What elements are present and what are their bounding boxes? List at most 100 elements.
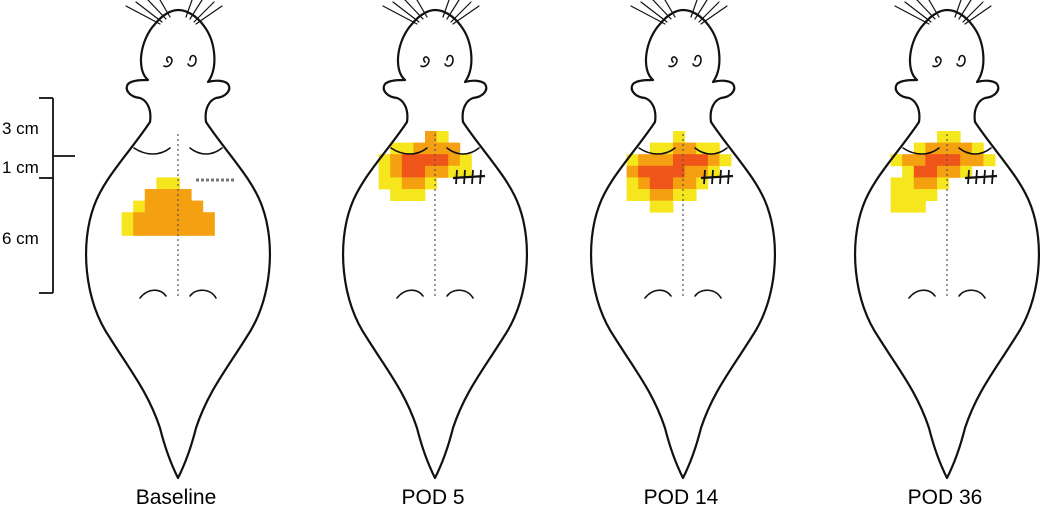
rat-body-outline — [590, 8, 776, 480]
rat-forelimb-right — [189, 147, 223, 155]
heatmap-cell — [673, 131, 685, 143]
heatmap-cell — [168, 189, 180, 201]
rat-whisker — [664, 0, 676, 18]
rat-whisker — [452, 5, 480, 25]
rat-whisker — [640, 1, 668, 23]
rat-whisker — [958, 0, 972, 20]
heatmap-cell — [626, 154, 639, 167]
panel-pod-36: POD 36 — [854, 0, 1040, 509]
heatmap-cell — [937, 165, 949, 178]
heatmap-cell — [925, 154, 938, 167]
heatmap-cell — [638, 165, 651, 178]
heatmap-cell — [144, 200, 157, 213]
rat-eye-right — [444, 54, 454, 67]
heatmap-cell — [378, 177, 391, 190]
rat-eye-right — [956, 54, 966, 67]
heatmap-grid — [121, 177, 215, 236]
heatmap-cell — [913, 177, 926, 190]
incision-suture — [964, 169, 998, 185]
rat-whisker — [392, 1, 420, 23]
rat-whisker — [894, 5, 930, 25]
rat-eye-right — [187, 54, 197, 67]
rat-whisker — [450, 1, 472, 23]
heatmap-cell — [626, 189, 639, 201]
heatmap-cell — [684, 165, 697, 178]
heatmap-cell — [661, 165, 674, 178]
rat-whisker — [125, 5, 161, 25]
heatmap-cell — [661, 177, 674, 190]
rat-hindlimb-right — [189, 289, 217, 299]
heatmap-cell — [707, 165, 720, 178]
heatmap-cell — [459, 154, 472, 167]
heatmap-cell — [890, 177, 903, 190]
rat-hindlimb-right — [694, 289, 722, 299]
heatmap-cell — [202, 212, 215, 225]
heatmap-cell — [913, 200, 926, 213]
heatmap-cell — [890, 189, 903, 201]
rat-whisker — [928, 0, 940, 18]
heatmap-cell — [156, 223, 169, 236]
suture-stitch — [967, 169, 970, 185]
heatmap-cell — [937, 177, 949, 190]
heatmap-cell — [661, 200, 674, 213]
rat-whisker — [700, 5, 728, 25]
heatmap-cell — [707, 154, 720, 167]
heatmap-cell — [638, 177, 651, 190]
rat-eye-left — [420, 56, 430, 68]
heatmap-cell — [661, 154, 674, 167]
heatmap-cell — [684, 189, 697, 201]
heatmap-cell — [971, 142, 984, 155]
rat-forelimb-right — [958, 147, 992, 155]
rat-whisker — [962, 1, 984, 23]
suture-stitch — [703, 169, 706, 185]
suture-stitch — [711, 169, 714, 185]
rat-whisker — [416, 0, 428, 18]
heatmap-cell — [378, 154, 391, 167]
heatmap-cell — [156, 177, 169, 190]
heatmap-cell — [696, 177, 709, 190]
scale-label-6cm: 6 cm — [2, 229, 39, 248]
heatmap-cell — [413, 189, 426, 201]
rat-whisker — [698, 1, 720, 23]
suture-stitch — [463, 169, 466, 185]
heatmap-cell — [448, 165, 461, 178]
rat-eye-right — [692, 54, 702, 67]
heatmap-cell — [144, 212, 157, 225]
suture-stitch — [471, 169, 474, 185]
scale-label-1cm: 1 cm — [2, 158, 39, 177]
rat-outline-drawing — [590, 0, 776, 480]
heatmap-cell — [202, 223, 215, 236]
rat-whisker — [652, 0, 672, 20]
heatmap-cell — [649, 189, 662, 201]
rat-eye-left — [932, 56, 942, 68]
rat-whisker — [964, 5, 992, 25]
heatmap-cell — [156, 189, 169, 201]
rat-whisker — [904, 1, 932, 23]
rat-outline-drawing — [854, 0, 1040, 480]
heatmap-cell — [626, 177, 639, 190]
heatmap-cell — [684, 177, 697, 190]
heatmap-cell — [902, 154, 915, 167]
suture-stitch — [983, 169, 986, 185]
rat-body-outline — [342, 8, 528, 480]
heatmap-cell — [436, 142, 449, 155]
heatmap-cell — [925, 165, 938, 178]
rat-whisker — [185, 0, 193, 18]
heatmap-cell — [191, 200, 204, 213]
heatmap-cell — [144, 189, 157, 201]
rat-whisker — [193, 1, 215, 23]
rat-hindlimb-right — [446, 289, 474, 299]
heatmap-cell — [913, 154, 926, 167]
heatmap-cell — [425, 154, 437, 167]
heatmap-cell — [390, 189, 403, 201]
heatmap-cell — [448, 154, 461, 167]
rat-forelimb-right — [446, 147, 480, 155]
heatmap-cell — [902, 177, 915, 190]
heatmap-cell — [168, 177, 180, 190]
heatmap-cell — [179, 200, 192, 213]
heatmap-cell — [696, 154, 709, 167]
rat-whisker — [446, 0, 460, 20]
panel-pod-5: POD 5 — [342, 0, 528, 509]
rat-whisker — [442, 0, 450, 18]
rat-outline-drawing — [85, 0, 271, 480]
